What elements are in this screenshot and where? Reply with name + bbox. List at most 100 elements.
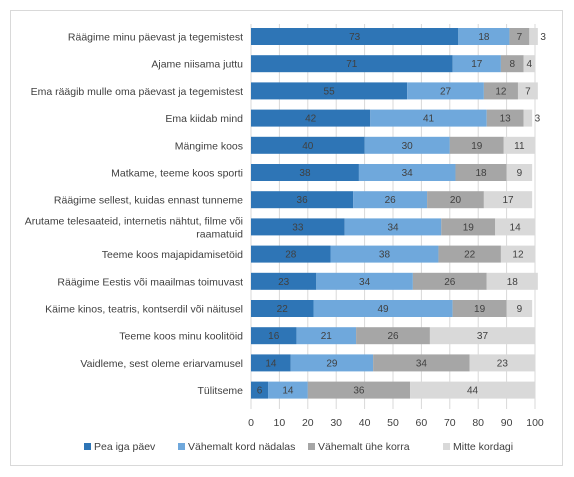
- x-tick-label: 90: [501, 417, 513, 429]
- bar-value-label: 37: [477, 331, 489, 342]
- bar-value-label: 44: [467, 386, 479, 397]
- bar-value-label: 14: [265, 358, 277, 369]
- category-label: Matkame, teeme koos sporti: [111, 168, 243, 180]
- bar-segment: [251, 218, 345, 236]
- bar-segment: [364, 136, 450, 154]
- bar-segment: [486, 109, 524, 127]
- legend-label: Pea iga päev: [94, 441, 156, 453]
- bar-value-label: 38: [299, 168, 311, 179]
- bar-value-label: 14: [282, 386, 294, 397]
- x-tick-label: 20: [302, 417, 314, 429]
- bar-segment: [373, 354, 470, 372]
- bar-segment: [500, 55, 524, 73]
- bar-value-label: 26: [444, 277, 456, 288]
- bar-segment: [313, 300, 453, 317]
- category-label: Räägime Eestis või maailmas toimuvast: [57, 276, 243, 288]
- bar-value-label: 49: [377, 304, 389, 315]
- x-tick-label: 0: [248, 417, 254, 429]
- x-tick-label: 70: [444, 417, 456, 429]
- grid-lines: [250, 24, 536, 409]
- category-label: Ema räägib mulle oma päevast ja tegemist…: [31, 86, 244, 98]
- bar-value-label: 11: [514, 141, 525, 152]
- category-label: Arutame telesaateid, internetis nähtut, …: [25, 215, 243, 227]
- x-tick-label: 50: [387, 417, 399, 429]
- bar-value-label: 9: [517, 168, 523, 179]
- bar-segment: [251, 109, 371, 127]
- bar-segment: [251, 136, 365, 154]
- category-label: Tülitseme: [197, 385, 243, 397]
- x-tick-label: 80: [472, 417, 484, 429]
- bar-segment: [251, 354, 291, 372]
- bar-value-label: 23: [497, 358, 509, 369]
- bar-value-label: 13: [500, 114, 512, 125]
- bar-segment: [251, 82, 408, 100]
- bar-segment: [483, 191, 533, 209]
- bar-value-label: 12: [495, 86, 507, 97]
- bar-value-label: 16: [268, 331, 280, 342]
- bar-value-label: 22: [277, 304, 289, 315]
- bar-value-label: 34: [416, 358, 428, 369]
- bar-segment: [506, 300, 533, 317]
- bar-segment: [251, 191, 354, 209]
- category-label: Mängime koos: [175, 140, 243, 152]
- bar-value-label: 26: [387, 331, 399, 342]
- bar-segment: [483, 82, 518, 100]
- legend-label: Vähemalt kord nädalas: [188, 441, 295, 453]
- category-label: Räägime sellest, kuidas ennast tunneme: [54, 195, 243, 207]
- bar-segment: [251, 300, 314, 317]
- bar-segment: [509, 28, 530, 45]
- bar-value-label: 18: [475, 168, 487, 179]
- bar-value-label: 14: [510, 222, 522, 233]
- bar-segment: [529, 28, 538, 45]
- bar-value-label: 34: [359, 277, 371, 288]
- bar-value-label: 23: [278, 277, 290, 288]
- x-tick-label: 100: [526, 417, 544, 429]
- bar-segment: [427, 191, 484, 209]
- bar-value-label: 18: [478, 32, 490, 43]
- bar-value-label: 38: [379, 250, 391, 261]
- bar-value-label: 21: [321, 331, 333, 342]
- bar-value-label: 36: [353, 386, 365, 397]
- bar-segment: [251, 327, 297, 345]
- bar-segment: [344, 218, 442, 236]
- legend-swatch: [443, 443, 450, 450]
- bar-value-label: 33: [292, 222, 304, 233]
- bar-segment: [290, 354, 374, 372]
- bar-segment: [449, 136, 504, 154]
- bar-value-label: 40: [302, 141, 314, 152]
- bar-segment: [517, 82, 538, 100]
- bar-segment: [407, 82, 484, 100]
- category-label: Vaidleme, sest oleme eriarvamusel: [80, 358, 243, 370]
- bar-segment: [356, 327, 430, 345]
- bar-segment: [458, 28, 510, 45]
- bar-value-label: 19: [463, 222, 475, 233]
- bar-segment: [307, 381, 411, 399]
- bar-segment: [429, 327, 535, 345]
- x-tick-label: 30: [330, 417, 342, 429]
- category-label: Ajame niisama juttu: [151, 59, 243, 71]
- bar-segment: [251, 164, 359, 181]
- bar-segment: [469, 354, 535, 372]
- bar-value-label: 12: [512, 250, 524, 261]
- bar-segment: [296, 327, 357, 345]
- legend: Pea iga päev Vähemalt kord nädalas Vähemal…: [84, 441, 513, 453]
- bar-value-label: 22: [464, 250, 476, 261]
- bar-value-label: 19: [471, 141, 483, 152]
- bar-segment: [330, 245, 439, 263]
- bar-segment: [500, 245, 535, 263]
- bar-value-label: 19: [474, 304, 486, 315]
- bar-value-label: 34: [402, 168, 414, 179]
- bar-value-label: 20: [450, 195, 462, 206]
- bar-segment: [452, 55, 501, 73]
- bar-segment: [410, 381, 535, 399]
- category-labels: Räägime minu päevast ja tegemistest Ajame…: [25, 32, 243, 398]
- bar-value-label: 30: [402, 141, 414, 152]
- bar-value-label: 3: [535, 114, 541, 125]
- bar-segment: [438, 245, 501, 263]
- legend-swatch: [84, 443, 91, 450]
- bar-value-label: 36: [297, 195, 309, 206]
- bar-value-label: 17: [502, 195, 514, 206]
- bar-value-label: 27: [440, 86, 452, 97]
